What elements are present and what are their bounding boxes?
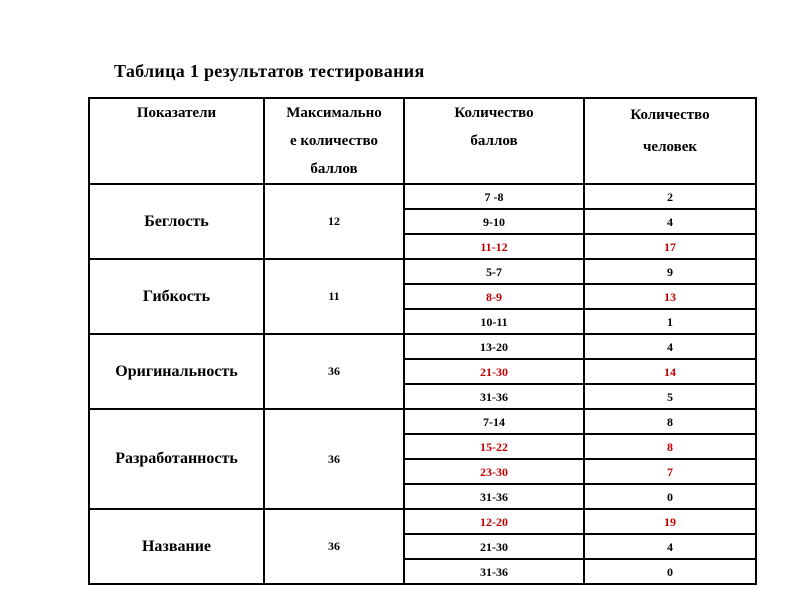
indicator-label: Название <box>88 508 265 585</box>
score-range-cell: 15-22 <box>403 433 585 460</box>
table-title: Таблица 1 результатов тестирования <box>114 61 425 81</box>
people-count-cell: 8 <box>583 433 757 460</box>
people-count-cell: 5 <box>583 383 757 410</box>
table-row: 8-9 13 <box>89 283 757 310</box>
people-count-cell: 17 <box>583 233 757 260</box>
people-count-cell: 4 <box>583 333 757 360</box>
score-range-cell: 9-10 <box>403 208 585 235</box>
people-count-cell: 0 <box>583 558 757 585</box>
score-range-cell: 31-36 <box>403 483 585 510</box>
score-range-cell: 31-36 <box>403 558 585 585</box>
score-range-cell: 21-30 <box>403 358 585 385</box>
people-count-cell: 0 <box>583 483 757 510</box>
table-row: Название 36 12-20 19 <box>88 508 757 585</box>
table-row: Оригинальность 36 13-20 4 <box>88 333 757 410</box>
score-range-cell: 8-9 <box>403 283 585 310</box>
table-row: Беглость 12 7 -8 2 <box>88 183 757 260</box>
table-row: 10-11 1 <box>89 308 757 335</box>
indicator-label: Беглость <box>88 183 265 260</box>
table-row: 15-22 8 <box>89 433 757 460</box>
score-range-cell: 31-36 <box>403 383 585 410</box>
score-range-cell: 21-30 <box>403 533 585 560</box>
people-count-cell: 19 <box>583 508 757 535</box>
score-range-cell: 5-7 <box>403 258 585 285</box>
people-count-cell: 2 <box>583 183 757 210</box>
max-score-value: 11 <box>263 258 405 335</box>
people-count-cell: 1 <box>583 308 757 335</box>
score-range-cell: 12-20 <box>403 508 585 535</box>
header-max-score: Максимально е количество баллов <box>263 97 405 185</box>
table-row: 31-36 5 <box>89 383 757 410</box>
table-row: 9-10 4 <box>89 208 757 235</box>
score-range-cell: 11-12 <box>403 233 585 260</box>
max-score-value: 12 <box>263 183 405 260</box>
people-count-cell: 14 <box>583 358 757 385</box>
results-table: Показатели Максимально е количество балл… <box>88 97 757 585</box>
header-score-range: Количество баллов <box>403 97 585 185</box>
score-range-cell: 10-11 <box>403 308 585 335</box>
score-range-cell: 7-14 <box>403 408 585 435</box>
table-row: 31-36 0 <box>89 558 757 585</box>
table-row: 21-30 14 <box>89 358 757 385</box>
people-count-cell: 9 <box>583 258 757 285</box>
max-score-value: 36 <box>263 408 405 510</box>
header-people-count: Количество человек <box>583 97 757 185</box>
indicator-label: Гибкость <box>88 258 265 335</box>
indicator-label: Разработанность <box>88 408 265 510</box>
people-count-cell: 4 <box>583 533 757 560</box>
header-indicators: Показатели <box>88 97 265 185</box>
table-row: Разработанность 36 7-14 8 <box>88 408 757 510</box>
score-range-cell: 23-30 <box>403 458 585 485</box>
table-row: 23-30 7 <box>89 458 757 485</box>
table-row: Гибкость 11 5-7 9 <box>88 258 757 335</box>
table-row: 21-30 4 <box>89 533 757 560</box>
score-range-cell: 13-20 <box>403 333 585 360</box>
max-score-value: 36 <box>263 508 405 585</box>
indicator-label: Оригинальность <box>88 333 265 410</box>
max-score-value: 36 <box>263 333 405 410</box>
header-row: Показатели Максимально е количество балл… <box>88 97 757 185</box>
people-count-cell: 7 <box>583 458 757 485</box>
people-count-cell: 4 <box>583 208 757 235</box>
score-range-cell: 7 -8 <box>403 183 585 210</box>
people-count-cell: 8 <box>583 408 757 435</box>
table-row: 11-12 17 <box>89 233 757 260</box>
people-count-cell: 13 <box>583 283 757 310</box>
table-row: 31-36 0 <box>89 483 757 510</box>
